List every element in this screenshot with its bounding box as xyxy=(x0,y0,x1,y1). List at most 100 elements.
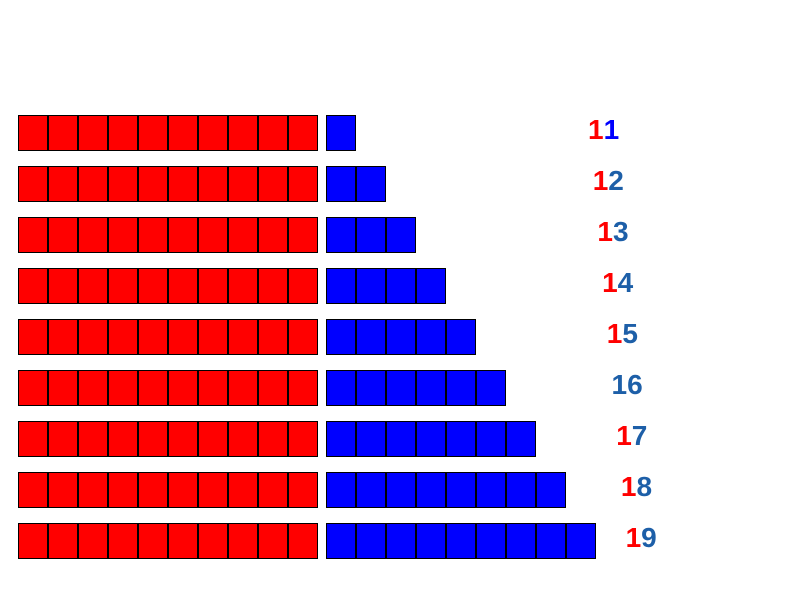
red-cell xyxy=(228,421,258,457)
red-cell xyxy=(288,319,318,355)
red-cell xyxy=(198,115,228,151)
red-cell-group xyxy=(18,472,318,508)
row-total-label: 19 xyxy=(626,524,657,552)
red-cell-group xyxy=(18,421,318,457)
blue-cell-group xyxy=(326,421,536,457)
blue-cell-group xyxy=(326,523,596,559)
red-cell xyxy=(138,319,168,355)
red-cell xyxy=(108,217,138,253)
red-cell xyxy=(138,166,168,202)
block-row xyxy=(18,112,356,154)
blue-cell-group xyxy=(326,472,566,508)
red-cell xyxy=(78,166,108,202)
red-cell xyxy=(288,472,318,508)
red-cell xyxy=(168,319,198,355)
red-cell-group xyxy=(18,319,318,355)
blue-cell xyxy=(476,523,506,559)
label-ones-digit: 4 xyxy=(618,269,634,297)
red-cell xyxy=(78,268,108,304)
red-cell-group xyxy=(18,217,318,253)
label-tens-digit: 1 xyxy=(593,167,609,195)
label-ones-digit: 7 xyxy=(632,422,648,450)
label-ones-digit: 3 xyxy=(613,218,629,246)
blue-cell xyxy=(506,421,536,457)
red-cell xyxy=(78,472,108,508)
label-tens-digit: 1 xyxy=(626,524,642,552)
red-cell xyxy=(198,472,228,508)
blue-cell xyxy=(356,523,386,559)
red-cell xyxy=(18,523,48,559)
red-cell xyxy=(228,268,258,304)
red-cell xyxy=(258,217,288,253)
red-cell xyxy=(168,523,198,559)
row-total-label: 16 xyxy=(612,371,643,399)
blue-cell xyxy=(386,421,416,457)
red-cell xyxy=(108,268,138,304)
blue-cell xyxy=(476,472,506,508)
red-cell xyxy=(18,217,48,253)
blue-cell xyxy=(446,472,476,508)
red-cell xyxy=(48,523,78,559)
red-cell xyxy=(288,166,318,202)
red-cell xyxy=(18,472,48,508)
blue-cell xyxy=(416,319,446,355)
blue-cell xyxy=(566,523,596,559)
blue-cell xyxy=(386,268,416,304)
red-cell-group xyxy=(18,370,318,406)
blue-cell xyxy=(416,268,446,304)
blue-cell xyxy=(446,421,476,457)
red-cell xyxy=(48,166,78,202)
red-cell xyxy=(108,370,138,406)
red-cell xyxy=(168,115,198,151)
red-cell xyxy=(258,421,288,457)
red-cell xyxy=(108,472,138,508)
red-cell xyxy=(138,472,168,508)
block-row xyxy=(18,265,446,307)
red-cell-group xyxy=(18,268,318,304)
red-cell-group xyxy=(18,115,318,151)
label-ones-digit: 2 xyxy=(608,167,624,195)
red-cell xyxy=(168,268,198,304)
blue-cell xyxy=(446,370,476,406)
red-cell xyxy=(198,523,228,559)
blue-cell xyxy=(356,217,386,253)
label-tens-digit: 1 xyxy=(602,269,618,297)
blue-cell xyxy=(446,319,476,355)
red-cell xyxy=(48,472,78,508)
blue-cell xyxy=(386,523,416,559)
red-cell xyxy=(18,166,48,202)
label-ones-digit: 9 xyxy=(641,524,657,552)
red-cell xyxy=(18,319,48,355)
block-row xyxy=(18,469,566,511)
red-cell-group xyxy=(18,523,318,559)
blue-cell-group xyxy=(326,115,356,151)
red-cell xyxy=(18,370,48,406)
red-cell xyxy=(48,319,78,355)
blue-cell xyxy=(536,523,566,559)
red-cell xyxy=(198,268,228,304)
red-cell xyxy=(48,421,78,457)
blue-cell xyxy=(326,472,356,508)
red-cell xyxy=(78,421,108,457)
blue-cell xyxy=(386,319,416,355)
red-cell xyxy=(228,166,258,202)
red-cell xyxy=(18,421,48,457)
red-cell xyxy=(78,115,108,151)
red-cell xyxy=(48,370,78,406)
red-cell xyxy=(258,370,288,406)
blue-cell xyxy=(326,370,356,406)
blue-cell xyxy=(326,319,356,355)
block-row xyxy=(18,214,416,256)
red-cell xyxy=(78,319,108,355)
label-tens-digit: 1 xyxy=(597,218,613,246)
red-cell xyxy=(78,523,108,559)
red-cell xyxy=(78,370,108,406)
label-tens-digit: 1 xyxy=(607,320,623,348)
blue-cell xyxy=(476,370,506,406)
red-cell xyxy=(288,268,318,304)
blue-cell xyxy=(356,166,386,202)
blue-cell xyxy=(506,472,536,508)
red-cell xyxy=(48,217,78,253)
red-cell xyxy=(108,523,138,559)
row-total-label: 11 xyxy=(588,116,619,144)
